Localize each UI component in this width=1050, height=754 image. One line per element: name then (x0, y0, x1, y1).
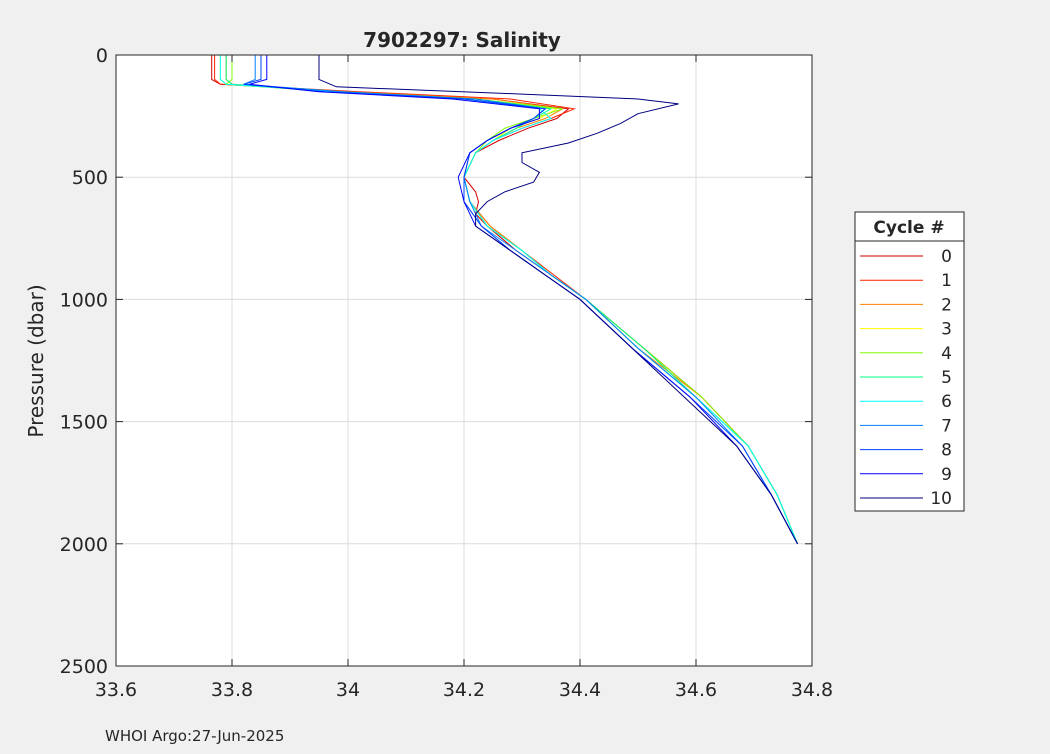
y-axis-label: Pressure (dbar) (24, 284, 48, 437)
legend-label-cycle-6: 6 (941, 392, 952, 412)
legend-label-cycle-3: 3 (941, 320, 952, 340)
legend-box (854, 211, 965, 512)
legend-label-cycle-9: 9 (941, 465, 952, 485)
y-tick-label: 2500 (60, 656, 108, 678)
legend-label-cycle-0: 0 (941, 247, 952, 267)
legend-label-cycle-5: 5 (941, 368, 952, 388)
legend-label-cycle-2: 2 (941, 295, 952, 315)
y-tick-label: 500 (72, 167, 108, 189)
legend-title: Cycle # (873, 218, 944, 238)
x-tick-label: 33.6 (95, 679, 137, 701)
x-tick-label: 34 (336, 679, 360, 701)
series-line-cycle-9 (249, 55, 798, 545)
chart-title: 7902297: Salinity (363, 28, 561, 52)
legend-label-cycle-1: 1 (941, 271, 952, 291)
legend: Cycle # 0 1 2 3 4 5 6 7 8 9 10 (854, 211, 965, 512)
axis-ticks: 33.6 33.8 34 34.2 34.4 34.6 34.8 0 500 1000 1500 20… (60, 45, 834, 701)
y-tick-label: 2000 (60, 534, 108, 556)
x-tick-label: 33.8 (211, 679, 253, 701)
x-tick-label: 34.2 (443, 679, 485, 701)
x-tick-label: 34.6 (675, 679, 717, 701)
series-line-cycle-10 (318, 55, 798, 545)
legend-label-cycle-4: 4 (941, 344, 952, 364)
x-tick-label: 34.4 (559, 679, 601, 701)
legend-label-cycle-10: 10 (930, 489, 952, 509)
x-tick-label: 34.8 (791, 679, 833, 701)
y-tick-label: 0 (96, 45, 108, 67)
y-tick-label: 1000 (60, 289, 108, 311)
y-tick-label: 1500 (60, 412, 108, 434)
legend-label-cycle-7: 7 (941, 416, 952, 436)
legend-label-cycle-8: 8 (941, 441, 952, 461)
footer-text: WHOI Argo:27-Jun-2025 (105, 727, 284, 745)
profile-lines (211, 55, 798, 545)
